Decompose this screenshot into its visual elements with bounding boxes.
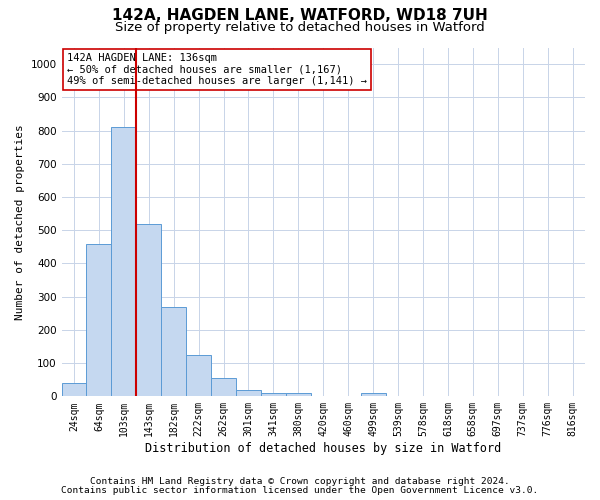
Bar <box>86 244 112 396</box>
Bar <box>112 127 136 396</box>
Text: 142A, HAGDEN LANE, WATFORD, WD18 7UH: 142A, HAGDEN LANE, WATFORD, WD18 7UH <box>112 8 488 22</box>
Bar <box>211 378 236 396</box>
Text: Contains HM Land Registry data © Crown copyright and database right 2024.: Contains HM Land Registry data © Crown c… <box>90 478 510 486</box>
Bar <box>361 393 386 396</box>
Text: 142A HAGDEN LANE: 136sqm
← 50% of detached houses are smaller (1,167)
49% of sem: 142A HAGDEN LANE: 136sqm ← 50% of detach… <box>67 52 367 86</box>
Bar <box>161 306 186 396</box>
Bar <box>286 393 311 396</box>
Bar <box>236 390 261 396</box>
Bar <box>261 393 286 396</box>
Bar <box>136 224 161 396</box>
X-axis label: Distribution of detached houses by size in Watford: Distribution of detached houses by size … <box>145 442 502 455</box>
Text: Contains public sector information licensed under the Open Government Licence v3: Contains public sector information licen… <box>61 486 539 495</box>
Bar <box>62 383 86 396</box>
Bar <box>186 355 211 397</box>
Y-axis label: Number of detached properties: Number of detached properties <box>15 124 25 320</box>
Text: Size of property relative to detached houses in Watford: Size of property relative to detached ho… <box>115 21 485 34</box>
